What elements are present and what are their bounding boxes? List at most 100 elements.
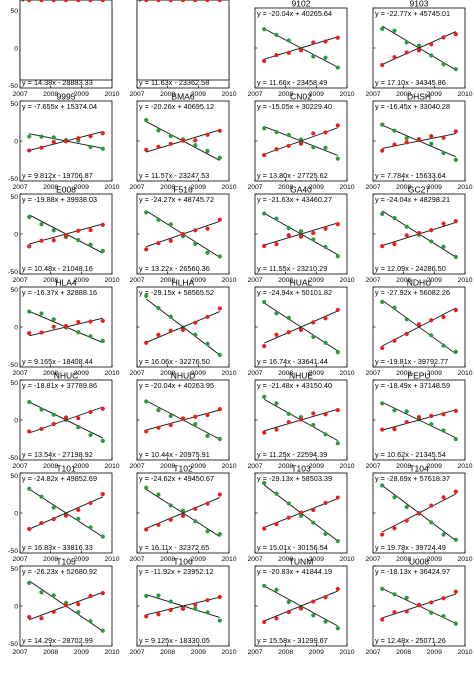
- data-point: [156, 522, 161, 528]
- data-point: [180, 327, 186, 332]
- data-point: [156, 128, 161, 133]
- data-point: [404, 140, 409, 145]
- data-point: [453, 589, 458, 594]
- x-tick-label: 2008: [43, 370, 58, 377]
- x-tick-label: 2009: [427, 184, 442, 191]
- data-point: [311, 411, 316, 416]
- equation-bottom: y = -19.81x - 39792.77: [375, 357, 448, 366]
- equation-bottom: y = 11.66x - 23458.49: [257, 78, 327, 87]
- data-point: [323, 226, 328, 231]
- data-point: [193, 143, 198, 148]
- data-point: [156, 217, 161, 222]
- data-point: [311, 54, 316, 59]
- x-tick-label: 2009: [74, 649, 89, 656]
- data-point: [262, 211, 267, 216]
- data-point: [100, 438, 105, 443]
- equation-top: y = -22.77x + 45745.01: [375, 9, 450, 18]
- data-point: [27, 614, 32, 620]
- data-point: [205, 250, 210, 255]
- data-point: [441, 412, 446, 417]
- data-point: [156, 144, 161, 149]
- data-point: [392, 242, 397, 247]
- data-point: [51, 421, 56, 427]
- data-point: [335, 586, 340, 592]
- data-point: [441, 314, 446, 320]
- data-point: [441, 244, 446, 249]
- data-point: [416, 48, 422, 53]
- x-tick-label: 2008: [160, 556, 175, 563]
- data-point: [262, 126, 267, 131]
- data-point: [144, 340, 149, 345]
- data-point: [168, 517, 173, 522]
- x-tick-label: 2007: [247, 184, 262, 191]
- y-tick-label: -50: [8, 455, 18, 462]
- data-point: [380, 299, 385, 305]
- data-point: [392, 55, 397, 60]
- x-tick-label: 2009: [427, 463, 442, 470]
- data-point: [51, 228, 56, 233]
- data-point: [168, 141, 173, 146]
- x-tick-label: 2008: [396, 91, 411, 98]
- equation-bottom: y = 9.125x - 18330.05: [139, 636, 210, 645]
- data-point: [274, 491, 279, 496]
- x-tick-label: 2007: [12, 91, 27, 98]
- data-point: [168, 0, 173, 3]
- equation-bottom: y = 11.63x - 23362.58: [139, 78, 209, 87]
- data-point: [335, 156, 340, 161]
- x-tick-label: 2007: [365, 649, 380, 656]
- data-point: [262, 394, 267, 400]
- x-tick-label: 2009: [74, 184, 89, 191]
- data-point: [453, 254, 458, 259]
- x-tick-label: 2009: [309, 649, 324, 656]
- data-point: [380, 532, 385, 537]
- data-point: [156, 492, 161, 497]
- equation-bottom: y = 17.10x - 34345.86: [375, 78, 446, 87]
- x-tick-label: 2009: [74, 556, 89, 563]
- data-point: [262, 58, 267, 64]
- data-point: [51, 317, 56, 322]
- data-point: [453, 129, 458, 134]
- data-point: [193, 519, 198, 524]
- data-point: [193, 138, 198, 143]
- data-point: [76, 136, 81, 141]
- y-tick-label: 50: [10, 194, 18, 201]
- data-point: [429, 228, 434, 233]
- x-tick-label: 2010: [221, 277, 236, 284]
- data-point: [274, 401, 279, 406]
- data-point: [88, 334, 93, 339]
- panel-title: GC27: [408, 185, 430, 195]
- data-point: [205, 226, 210, 231]
- data-point: [63, 415, 69, 420]
- data-point: [416, 43, 422, 48]
- data-point: [286, 50, 291, 55]
- station-panel: 9102 2007 2008 2009 2010 y = -20.04x + 40265.…: [247, 0, 354, 98]
- x-tick-label: 2009: [309, 184, 324, 191]
- data-point: [193, 422, 198, 427]
- data-point: [441, 35, 446, 40]
- x-tick-label: 2009: [309, 556, 324, 563]
- x-tick-label: 2009: [191, 370, 206, 377]
- data-point: [298, 229, 304, 234]
- data-point: [453, 32, 458, 37]
- data-point: [180, 416, 186, 421]
- x-tick-label: 2010: [104, 463, 119, 470]
- station-panel: T103 2007 2008 2009 2010 y = -29.13x + 58503.…: [247, 464, 354, 564]
- x-tick-label: 2009: [191, 277, 206, 284]
- data-point: [144, 293, 149, 299]
- data-point: [286, 609, 291, 615]
- x-tick-label: 2009: [74, 463, 89, 470]
- data-point: [392, 427, 397, 432]
- data-point: [168, 607, 173, 613]
- equation-bottom: y = 11.25x - 22594.39: [257, 450, 327, 459]
- data-point: [380, 26, 385, 31]
- y-tick-label: 50: [10, 287, 18, 294]
- equation-bottom: y = 8.276x - 16621.88: [22, 0, 93, 2]
- data-point: [441, 343, 446, 348]
- equation-top: y = -24.82x + 49852.69: [22, 474, 97, 483]
- panel-title: DHSH: [407, 92, 431, 102]
- station-panel: NHUE 2007 2008 2009 2010 y = -21.48x + 43150.…: [247, 371, 354, 471]
- x-tick-label: 2007: [12, 463, 27, 470]
- data-point: [323, 316, 328, 321]
- data-point: [380, 211, 385, 217]
- data-point: [51, 135, 56, 140]
